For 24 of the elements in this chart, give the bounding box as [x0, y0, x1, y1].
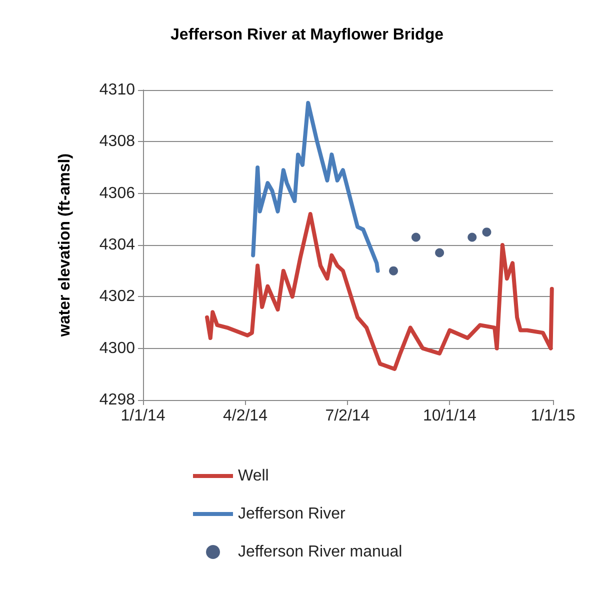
point	[435, 248, 444, 258]
x-tick-label: 1/1/14	[120, 408, 166, 424]
legend-label: Jefferson River manual	[238, 544, 402, 560]
point	[468, 232, 477, 242]
point	[389, 266, 398, 276]
point	[411, 232, 420, 242]
chart-title: Jefferson River at Mayflower Bridge	[170, 26, 444, 44]
y-tick-label: 4302	[99, 288, 136, 306]
y-tick-label: 4304	[99, 236, 136, 254]
line-series	[205, 212, 554, 371]
y-axis-title: water elevation (ft-amsl)	[56, 153, 74, 338]
y-tick-label: 4310	[99, 82, 136, 98]
x-tick-label: 10/1/14	[422, 408, 476, 424]
line-series	[251, 100, 380, 273]
point	[482, 228, 492, 237]
x-tick-label: 1/1/15	[530, 408, 576, 424]
legend-label: Jefferson River	[238, 506, 346, 522]
y-tick-label: 4306	[99, 184, 136, 202]
legend-label: Well	[238, 468, 269, 484]
x-tick-label: 7/2/14	[325, 408, 370, 424]
x-tick-label: 4/2/14	[222, 408, 268, 424]
y-tick-label: 4300	[99, 340, 136, 357]
y-tick-label: 4308	[99, 133, 136, 150]
y-tick-label: 4298	[99, 392, 136, 408]
